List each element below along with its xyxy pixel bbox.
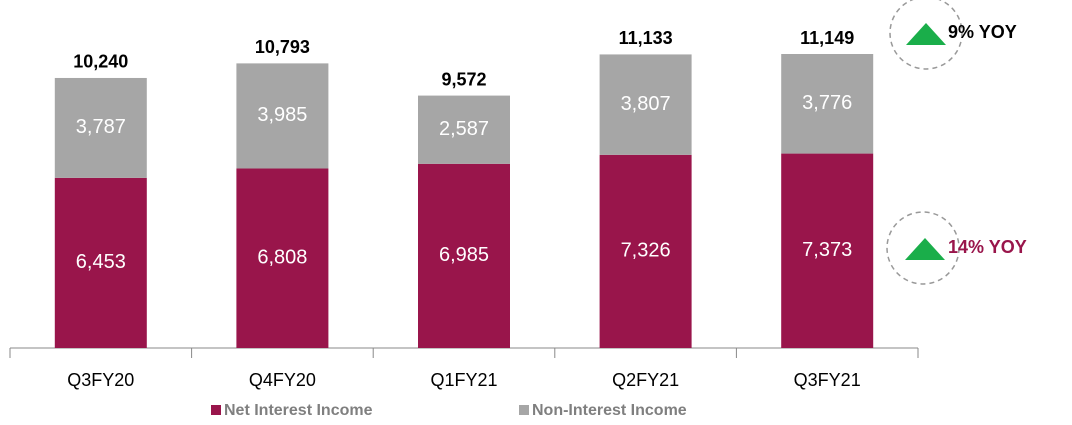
- x-tick-label: Q1FY21: [430, 370, 497, 390]
- bar-segment: [418, 95, 510, 164]
- legend-swatch: [211, 405, 221, 415]
- annotation: 14% YOY: [948, 237, 1027, 257]
- total-label: 10,240: [73, 52, 128, 72]
- x-tick-label: Q3FY20: [67, 370, 134, 390]
- segment-label: 3,985: [257, 104, 307, 126]
- x-tick-label: Q3FY21: [794, 370, 861, 390]
- segment-label: 6,985: [439, 244, 489, 266]
- segment-label: 3,787: [76, 116, 126, 138]
- bar-segment: [781, 153, 874, 348]
- segment-label: 7,326: [621, 240, 671, 262]
- bar-segment: [54, 177, 147, 348]
- annotation-circle: [889, 0, 963, 70]
- segment-label: 6,808: [257, 247, 307, 269]
- x-tick-label: Q2FY21: [612, 370, 679, 390]
- legend-swatch: [519, 405, 529, 415]
- x-tick-label: Q4FY20: [249, 370, 316, 390]
- bar-segment: [236, 168, 329, 348]
- segment-label: 6,453: [76, 251, 126, 273]
- annotation: 9% YOY: [948, 22, 1017, 42]
- legend-label: Net Interest Income: [224, 402, 373, 419]
- bar-segment: [781, 54, 874, 154]
- total-label: 11,133: [619, 28, 673, 48]
- segment-label: 2,587: [439, 118, 489, 140]
- legend-label: Non-Interest Income: [532, 402, 687, 419]
- bar-segment: [54, 77, 147, 178]
- annotation-circle: [886, 211, 960, 285]
- bar-segment: [599, 154, 692, 348]
- up-arrow: [906, 23, 946, 45]
- segment-label: 3,776: [802, 92, 852, 114]
- segment-label: 7,373: [802, 239, 852, 261]
- bar-segment: [599, 54, 692, 155]
- up-arrow: [905, 238, 945, 260]
- total-label: 11,149: [800, 28, 854, 48]
- bar-segment: [418, 163, 510, 348]
- segment-label: 3,807: [621, 93, 671, 115]
- total-label: 9,572: [441, 69, 486, 89]
- total-label: 10,793: [255, 37, 310, 57]
- bar-segment: [236, 63, 329, 169]
